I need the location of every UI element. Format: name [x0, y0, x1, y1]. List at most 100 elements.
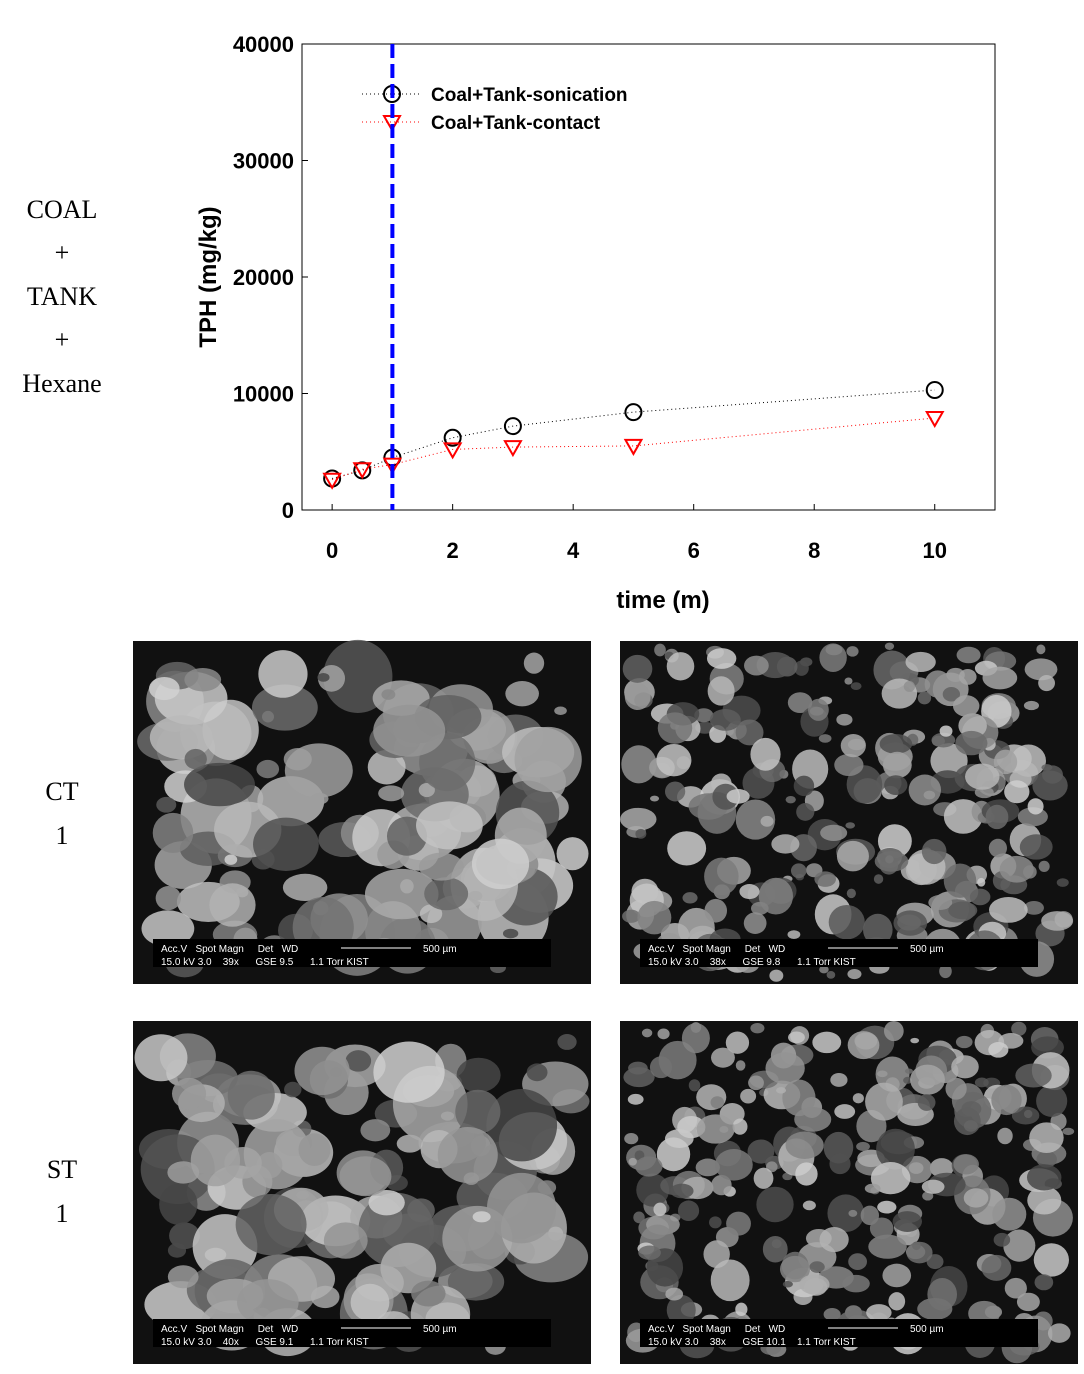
- particle: [556, 837, 589, 871]
- y-tick-label: 40000: [233, 32, 294, 57]
- particle: [623, 1067, 655, 1088]
- particle: [380, 1242, 437, 1294]
- particle: [882, 751, 912, 779]
- particle: [905, 651, 936, 673]
- particle: [695, 1158, 720, 1177]
- particle: [955, 730, 988, 756]
- particle: [1023, 865, 1037, 879]
- particle: [826, 970, 836, 979]
- sem-image: Acc.V Spot Magn Det WD 500 µm 15.0 kV 3.0 …: [133, 1021, 591, 1364]
- caption-line: Acc.V Spot Magn Det WD: [648, 944, 785, 955]
- particle: [456, 1057, 501, 1093]
- particle: [1003, 1229, 1036, 1262]
- particle: [537, 1180, 557, 1195]
- particle: [310, 792, 329, 805]
- particle: [869, 1217, 894, 1240]
- particle: [419, 904, 443, 924]
- particle: [750, 1022, 765, 1034]
- particle: [711, 1047, 735, 1068]
- particle: [819, 1227, 849, 1253]
- particle: [930, 743, 968, 779]
- particle: [735, 1302, 748, 1317]
- particle: [169, 1222, 200, 1250]
- particle: [657, 712, 693, 744]
- side-label: 1: [56, 1199, 69, 1228]
- particle: [256, 759, 280, 779]
- sem-image: Acc.V Spot Magn Det WD 500 µm 15.0 kV 3.0 …: [620, 1020, 1078, 1364]
- scale-label: 500 µm: [910, 1324, 944, 1335]
- particle: [847, 968, 862, 980]
- particle: [926, 1254, 944, 1270]
- particle: [282, 873, 328, 902]
- particle: [758, 877, 794, 915]
- particle: [981, 1254, 1012, 1281]
- particle: [993, 1232, 1011, 1247]
- particle: [779, 1255, 811, 1283]
- particle: [637, 900, 672, 935]
- particle: [557, 1034, 577, 1050]
- particle: [903, 1076, 913, 1084]
- particle: [735, 799, 776, 840]
- particle: [884, 642, 895, 650]
- particle: [1047, 1323, 1071, 1343]
- particle: [993, 749, 1018, 775]
- point: [623, 438, 644, 456]
- particle: [1034, 1274, 1054, 1291]
- particle: [622, 909, 641, 923]
- particle: [710, 1096, 725, 1109]
- particle: [447, 1263, 505, 1301]
- particle: [636, 1173, 670, 1207]
- particle: [486, 1089, 558, 1162]
- particle: [812, 1031, 842, 1054]
- particle: [378, 785, 405, 802]
- particle: [744, 655, 769, 676]
- caption-bar: [153, 1319, 551, 1347]
- particle: [707, 676, 735, 706]
- plot-frame: [301, 43, 996, 511]
- point: [322, 472, 342, 490]
- particle: [769, 969, 784, 982]
- y-tick-label: 10000: [233, 382, 294, 407]
- particle: [627, 1093, 644, 1105]
- particle: [735, 719, 764, 746]
- particle: [873, 874, 884, 884]
- particle: [664, 781, 686, 802]
- particle: [750, 737, 781, 771]
- particle: [706, 648, 737, 669]
- particle: [884, 775, 908, 795]
- particle: [624, 1132, 639, 1145]
- particle: [882, 1263, 912, 1288]
- particle: [141, 910, 195, 947]
- particle: [156, 796, 177, 813]
- particle: [251, 684, 318, 731]
- particle: [846, 646, 859, 657]
- caption-bar: [640, 939, 1038, 967]
- particle: [836, 840, 869, 872]
- particle: [1024, 900, 1044, 915]
- particle: [963, 1188, 989, 1208]
- particle: [955, 1035, 973, 1049]
- particle: [1004, 780, 1030, 804]
- caption-line: Acc.V Spot Magn Det WD: [161, 944, 298, 955]
- side-label: TANK: [27, 282, 97, 311]
- particle: [953, 1154, 979, 1175]
- point: [925, 410, 945, 428]
- particle: [635, 1156, 663, 1177]
- particle: [134, 1034, 188, 1082]
- particle: [735, 1060, 746, 1071]
- point: [442, 442, 463, 460]
- particle: [1036, 1150, 1057, 1168]
- x-tick-label: 2: [447, 538, 459, 563]
- side-label: ST: [47, 1155, 77, 1184]
- caption-line: 15.0 kV 3.0 38x GSE 10.1 1.1 Torr KIST: [648, 1337, 856, 1348]
- particle: [284, 1081, 302, 1098]
- particle: [148, 677, 180, 701]
- particle: [184, 748, 207, 770]
- particle: [704, 898, 728, 923]
- particle: [795, 1162, 818, 1186]
- particle: [317, 664, 346, 692]
- particle: [906, 1241, 933, 1264]
- side-label: +: [55, 325, 70, 354]
- particle: [794, 1107, 832, 1132]
- particle: [782, 1079, 816, 1117]
